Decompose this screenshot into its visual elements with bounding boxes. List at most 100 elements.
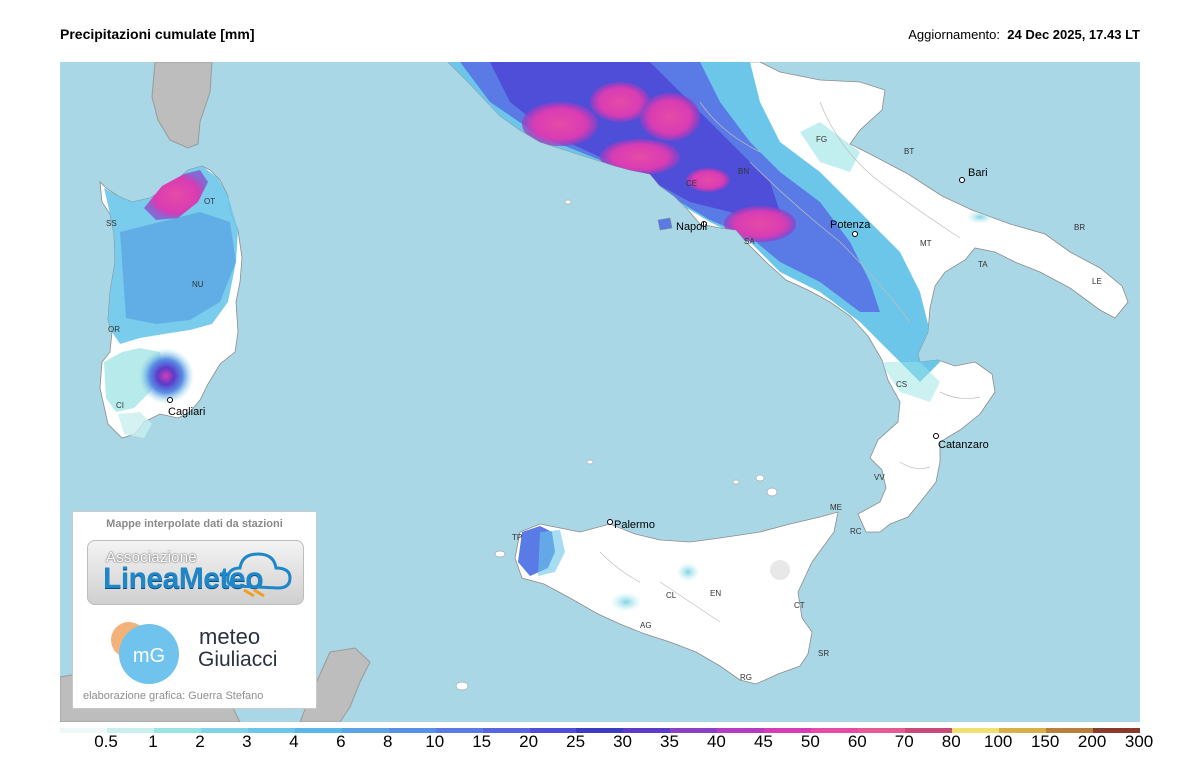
precipitation-map: Bari Potenza Napoli Catanzaro Palermo Ca… bbox=[60, 62, 1140, 722]
lineameteo-logo-big-a: Linea bbox=[103, 562, 179, 595]
color-scale-swatch bbox=[623, 728, 671, 733]
ponza-island bbox=[564, 199, 572, 205]
color-scale-label: 30 bbox=[613, 732, 632, 751]
color-scale-swatch bbox=[811, 728, 859, 733]
prov-me: ME bbox=[830, 503, 842, 512]
color-scale-label: 10 bbox=[425, 732, 445, 751]
prov-ot: OT bbox=[204, 197, 215, 206]
prov-bt: BT bbox=[904, 147, 914, 156]
egadi-island bbox=[494, 550, 506, 558]
color-scale-swatch bbox=[60, 728, 107, 733]
color-scale-swatch bbox=[482, 728, 530, 733]
color-scale-label: 0.5 bbox=[94, 732, 118, 751]
meteo-giuliacci-icon: mG bbox=[111, 622, 179, 684]
color-scale-label: 25 bbox=[566, 732, 586, 751]
color-scale-swatch bbox=[153, 728, 201, 733]
lineameteo-logo-big-b: Meteo bbox=[178, 562, 264, 595]
meteo-giuliacci-icon-text: mG bbox=[133, 645, 165, 667]
prov-tp: TP bbox=[512, 533, 522, 542]
color-scale-swatch bbox=[1046, 728, 1093, 733]
prov-mt: MT bbox=[920, 239, 932, 248]
prov-ta: TA bbox=[978, 260, 988, 269]
color-scale-label: 15 bbox=[472, 732, 492, 751]
aeolian-island bbox=[755, 474, 765, 482]
update-value: 24 Dec 2025, 17.43 LT bbox=[1007, 27, 1140, 42]
sicily bbox=[514, 511, 839, 685]
color-scale-swatch bbox=[858, 728, 906, 733]
color-scale-label: 40 bbox=[706, 732, 726, 751]
credits-footer: elaborazione grafica: Guerra Stefano bbox=[83, 690, 264, 702]
aeolian-island-2 bbox=[732, 479, 740, 485]
meteo-giuliacci-line1: meteo bbox=[199, 624, 261, 649]
prov-ag: AG bbox=[640, 621, 652, 630]
corsica-island bbox=[151, 62, 213, 149]
prov-nu: NU bbox=[192, 280, 204, 289]
sardinia bbox=[99, 165, 243, 439]
color-scale-swatch bbox=[999, 728, 1047, 733]
color-scale-swatch bbox=[294, 728, 342, 733]
color-scale-swatch bbox=[764, 728, 812, 733]
lineameteo-logo: Associazione LineaMeteo bbox=[87, 540, 304, 605]
color-scale-label: 6 bbox=[336, 732, 346, 751]
color-scale-swatch bbox=[435, 728, 483, 733]
city-markers: Bari Potenza Napoli Catanzaro Palermo Ca… bbox=[167, 167, 989, 531]
prov-cs: CS bbox=[896, 380, 907, 389]
prov-sr: SR bbox=[818, 649, 829, 658]
color-scale-label: 45 bbox=[753, 732, 773, 751]
lineameteo-logo-small: Associazione bbox=[106, 549, 197, 566]
color-scale-swatch bbox=[388, 728, 436, 733]
color-scale-swatch bbox=[1092, 728, 1140, 733]
color-scale-swatch bbox=[717, 728, 765, 733]
city-marker-cagliari bbox=[167, 397, 173, 403]
city-label-cagliari: Cagliari bbox=[168, 406, 205, 418]
prov-en: EN bbox=[710, 589, 721, 598]
color-scale-label: 80 bbox=[941, 732, 961, 751]
color-scale-swatch bbox=[670, 728, 718, 733]
color-scale-bar bbox=[60, 728, 1140, 733]
meteo-giuliacci-line2: Giuliacci bbox=[198, 648, 278, 671]
prov-fg: FG bbox=[816, 135, 827, 144]
color-scale-label: 50 bbox=[800, 732, 820, 751]
color-scale-label: 150 bbox=[1030, 732, 1060, 751]
ischia-island bbox=[657, 217, 673, 231]
color-scale-label: 8 bbox=[383, 732, 393, 751]
city-label-bari: Bari bbox=[968, 167, 988, 179]
city-marker-potenza bbox=[852, 231, 858, 237]
color-scale-swatch bbox=[341, 728, 389, 733]
cloud-icon bbox=[226, 552, 292, 598]
color-scale-label: 35 bbox=[660, 732, 679, 751]
color-scale-label: 1 bbox=[148, 732, 158, 751]
color-scale-swatch bbox=[200, 728, 248, 733]
city-label-napoli: Napoli bbox=[676, 221, 707, 233]
color-scale-label: 20 bbox=[519, 732, 539, 751]
southern-italy bbox=[447, 62, 1129, 533]
city-marker-catanzaro bbox=[933, 433, 939, 439]
color-scale-label: 60 bbox=[847, 732, 867, 751]
color-scale-label: 70 bbox=[894, 732, 914, 751]
color-scale-label: 4 bbox=[289, 732, 299, 751]
city-marker-napoli bbox=[701, 221, 707, 227]
prov-rc: RC bbox=[850, 527, 862, 536]
prov-ct: CT bbox=[794, 601, 805, 610]
prov-bn: BN bbox=[738, 167, 749, 176]
prov-or: OR bbox=[108, 325, 120, 334]
color-scale-swatch bbox=[247, 728, 295, 733]
color-scale-swatch bbox=[529, 728, 577, 733]
precipitation-color-scale: 0.5 1 2 3 4 6 8 10 15 20 25 30 35 40 45 50 60 70 80 100 150 2… bbox=[60, 728, 1153, 768]
credits-heading: Mappe interpolate dati da stazioni bbox=[106, 518, 283, 530]
credits-box: Mappe interpolate dati da stazioni Assoc… bbox=[72, 511, 317, 709]
prov-ci: CI bbox=[116, 401, 124, 410]
prov-vv: VV bbox=[874, 473, 885, 482]
map-canvas: Bari Potenza Napoli Catanzaro Palermo Ca… bbox=[60, 62, 1140, 722]
map-title: Precipitazioni cumulate [mm] bbox=[60, 26, 255, 42]
color-scale-swatch bbox=[905, 728, 953, 733]
color-scale-label: 3 bbox=[242, 732, 252, 751]
color-scale-swatch bbox=[576, 728, 624, 733]
prov-br: BR bbox=[1074, 223, 1085, 232]
update-timestamp: Aggiornamento: 24 Dec 2025, 17.43 LT bbox=[908, 27, 1140, 42]
stromboli-island bbox=[766, 487, 778, 497]
prov-cl: CL bbox=[666, 591, 677, 600]
color-scale-swatch bbox=[952, 728, 1000, 733]
update-label: Aggiornamento: bbox=[908, 27, 1001, 42]
prov-ce: CE bbox=[686, 179, 697, 188]
